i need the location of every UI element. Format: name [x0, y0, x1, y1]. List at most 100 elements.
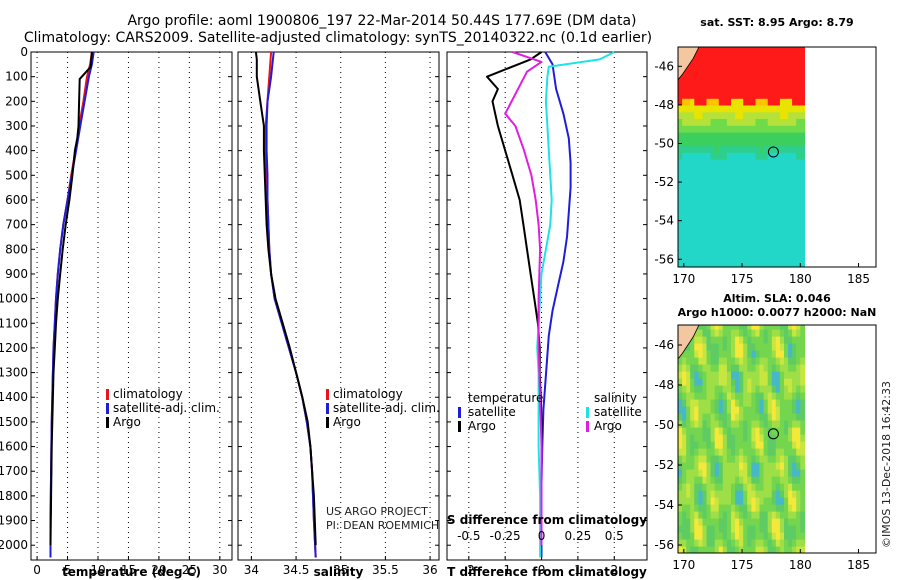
depth-tick-label: 200 [5, 94, 28, 108]
sla_map-x-tick-label: 185 [847, 558, 870, 572]
salinity-series-argo [254, 51, 317, 546]
difference-legend-swatch [458, 421, 461, 432]
difference-legend-label: Argo [594, 419, 622, 433]
salinity-plot-area [237, 51, 440, 561]
sla_map-land [678, 325, 700, 360]
difference-legend-temperature-title: temperature [468, 391, 543, 405]
depth-tick-label: 1400 [0, 390, 28, 404]
figure-title-line1: Argo profile: aoml 1900806_197 22-Mar-20… [127, 13, 636, 29]
temperature-x-tick-label: 0 [33, 563, 41, 577]
salinity-legend-swatch [326, 389, 329, 400]
difference-x-axis-label: T difference from climatology [447, 565, 647, 579]
temperature-series-argo [49, 51, 93, 546]
salinity-profile-panel: 34 34.5 35 35.5 36 salinity climatologysatelli… [237, 51, 440, 579]
temperature-legend-label: climatology [113, 387, 183, 401]
salinity-legend-label: satellite-adj. clim. [333, 401, 440, 415]
temperature-legend-label: satellite-adj. clim. [113, 401, 220, 415]
depth-tick-label: 600 [5, 193, 28, 207]
difference-legend-swatch [586, 421, 589, 432]
difference-s-tick-label: -0.25 [490, 529, 521, 543]
difference-legend-swatch [458, 407, 461, 418]
sla_map-y-tick-label: -50 [654, 418, 674, 432]
sst_map-x-tick-label: 180 [789, 272, 812, 286]
sst_map-y-tick-label: -54 [654, 214, 674, 228]
salinity-x-tick-label: 35 [333, 563, 348, 577]
difference-s-tick-label: 0.25 [565, 529, 592, 543]
sla_map-argo-marker [767, 428, 779, 440]
difference-s-tick-label: -0.5 [457, 529, 480, 543]
temperature-x-tick-label: 25 [182, 563, 197, 577]
difference-x-tick-label: 2 [610, 563, 618, 577]
sst_map-x-tick-label: 175 [731, 272, 754, 286]
salinity-legend-label: climatology [333, 387, 403, 401]
difference-series-salinity-satellite [536, 51, 615, 558]
credit-pi: PI: DEAN ROEMMICH [326, 519, 439, 532]
depth-tick-label: 400 [5, 144, 28, 158]
sla_map-frame [677, 324, 877, 554]
temperature-legend-label: Argo [113, 415, 141, 429]
figure-title-line2: Climatology: CARS2009. Satellite-adjuste… [24, 30, 652, 46]
depth-tick-label: 700 [5, 218, 28, 232]
sst_map-title: sat. SST: 8.95 Argo: 8.79 [700, 16, 853, 29]
sst_map-frame [677, 46, 877, 268]
salinity-x-tick-label: 34 [244, 563, 259, 577]
difference-s-axis-label: S difference from climatology [447, 513, 647, 527]
depth-tick-label: 1900 [0, 514, 28, 528]
difference-series-salinity-argo [504, 51, 543, 546]
depth-tick-label: 1600 [0, 440, 28, 454]
difference-legend-label: satellite [468, 405, 516, 419]
difference-legend-salinity-title: salinity [594, 391, 637, 405]
credit-project: US ARGO PROJECT [326, 505, 428, 518]
temperature-legend-swatch [106, 417, 109, 428]
depth-tick-label: 300 [5, 119, 28, 133]
temperature-x-tick-label: 10 [90, 563, 105, 577]
sst_map-land [678, 47, 700, 81]
depth-tick-label: 800 [5, 242, 28, 256]
depth-tick-label: 1500 [0, 415, 28, 429]
salinity-legend-swatch [326, 403, 329, 414]
temperature-x-tick-label: 30 [212, 563, 227, 577]
difference-s-tick-label: 0.5 [605, 529, 624, 543]
temperature-x-tick-label: 15 [121, 563, 136, 577]
difference-legend-label: Argo [468, 419, 496, 433]
temperature-profile-panel: 0 5 10 15 20 25 300100200300400500600700800900… [0, 45, 233, 579]
difference-profile-panel: -2 -1 0 1 2T difference from climatology S di… [446, 51, 648, 579]
temperature-x-tick-label: 20 [151, 563, 166, 577]
salinity-legend-swatch [326, 417, 329, 428]
difference-legend-swatch [586, 407, 589, 418]
difference-x-tick-label: -2 [463, 563, 475, 577]
sst_map-raster [678, 47, 805, 267]
sst_map-y-tick-label: -52 [654, 175, 674, 189]
sst_map-x-tick-label: 170 [672, 272, 695, 286]
difference-x-tick-label: 0 [538, 563, 546, 577]
sla_map-y-tick-label: -48 [654, 378, 674, 392]
sla_map-x-tick-label: 180 [789, 558, 812, 572]
difference-x-tick-label: -1 [499, 563, 511, 577]
sla_map-title2: Argo h1000: 0.0077 h2000: NaN [678, 306, 877, 319]
salinity-legend-label: Argo [333, 415, 361, 429]
difference-plot-area [446, 51, 648, 561]
temperature-x-axis-label: temperature (deg C) [62, 565, 201, 579]
sla_map-x-tick-label: 175 [731, 558, 754, 572]
sla_map-y-tick-label: -52 [654, 458, 674, 472]
sst_map-y-tick-label: -50 [654, 136, 674, 150]
sst_map-y-tick-label: -46 [654, 59, 674, 73]
difference-x-tick-label: 1 [574, 563, 582, 577]
sst_map-y-tick-label: -56 [654, 252, 674, 266]
sla_map-y-tick-label: -56 [654, 538, 674, 552]
temperature-legend-swatch [106, 403, 109, 414]
sst_map-x-tick-label: 185 [847, 272, 870, 286]
salinity-x-axis-label: salinity [314, 565, 364, 579]
temperature-legend-swatch [106, 389, 109, 400]
sla_map-y-tick-label: -46 [654, 338, 674, 352]
sla_map-raster [678, 325, 805, 553]
temperature-plot-area [30, 51, 233, 561]
depth-tick-label: 1800 [0, 489, 28, 503]
sst_map-y-tick-label: -48 [654, 98, 674, 112]
depth-tick-label: 1200 [0, 341, 28, 355]
salinity-x-tick-label: 34.5 [283, 563, 310, 577]
depth-tick-label: 500 [5, 168, 28, 182]
depth-tick-label: 0 [20, 45, 28, 59]
